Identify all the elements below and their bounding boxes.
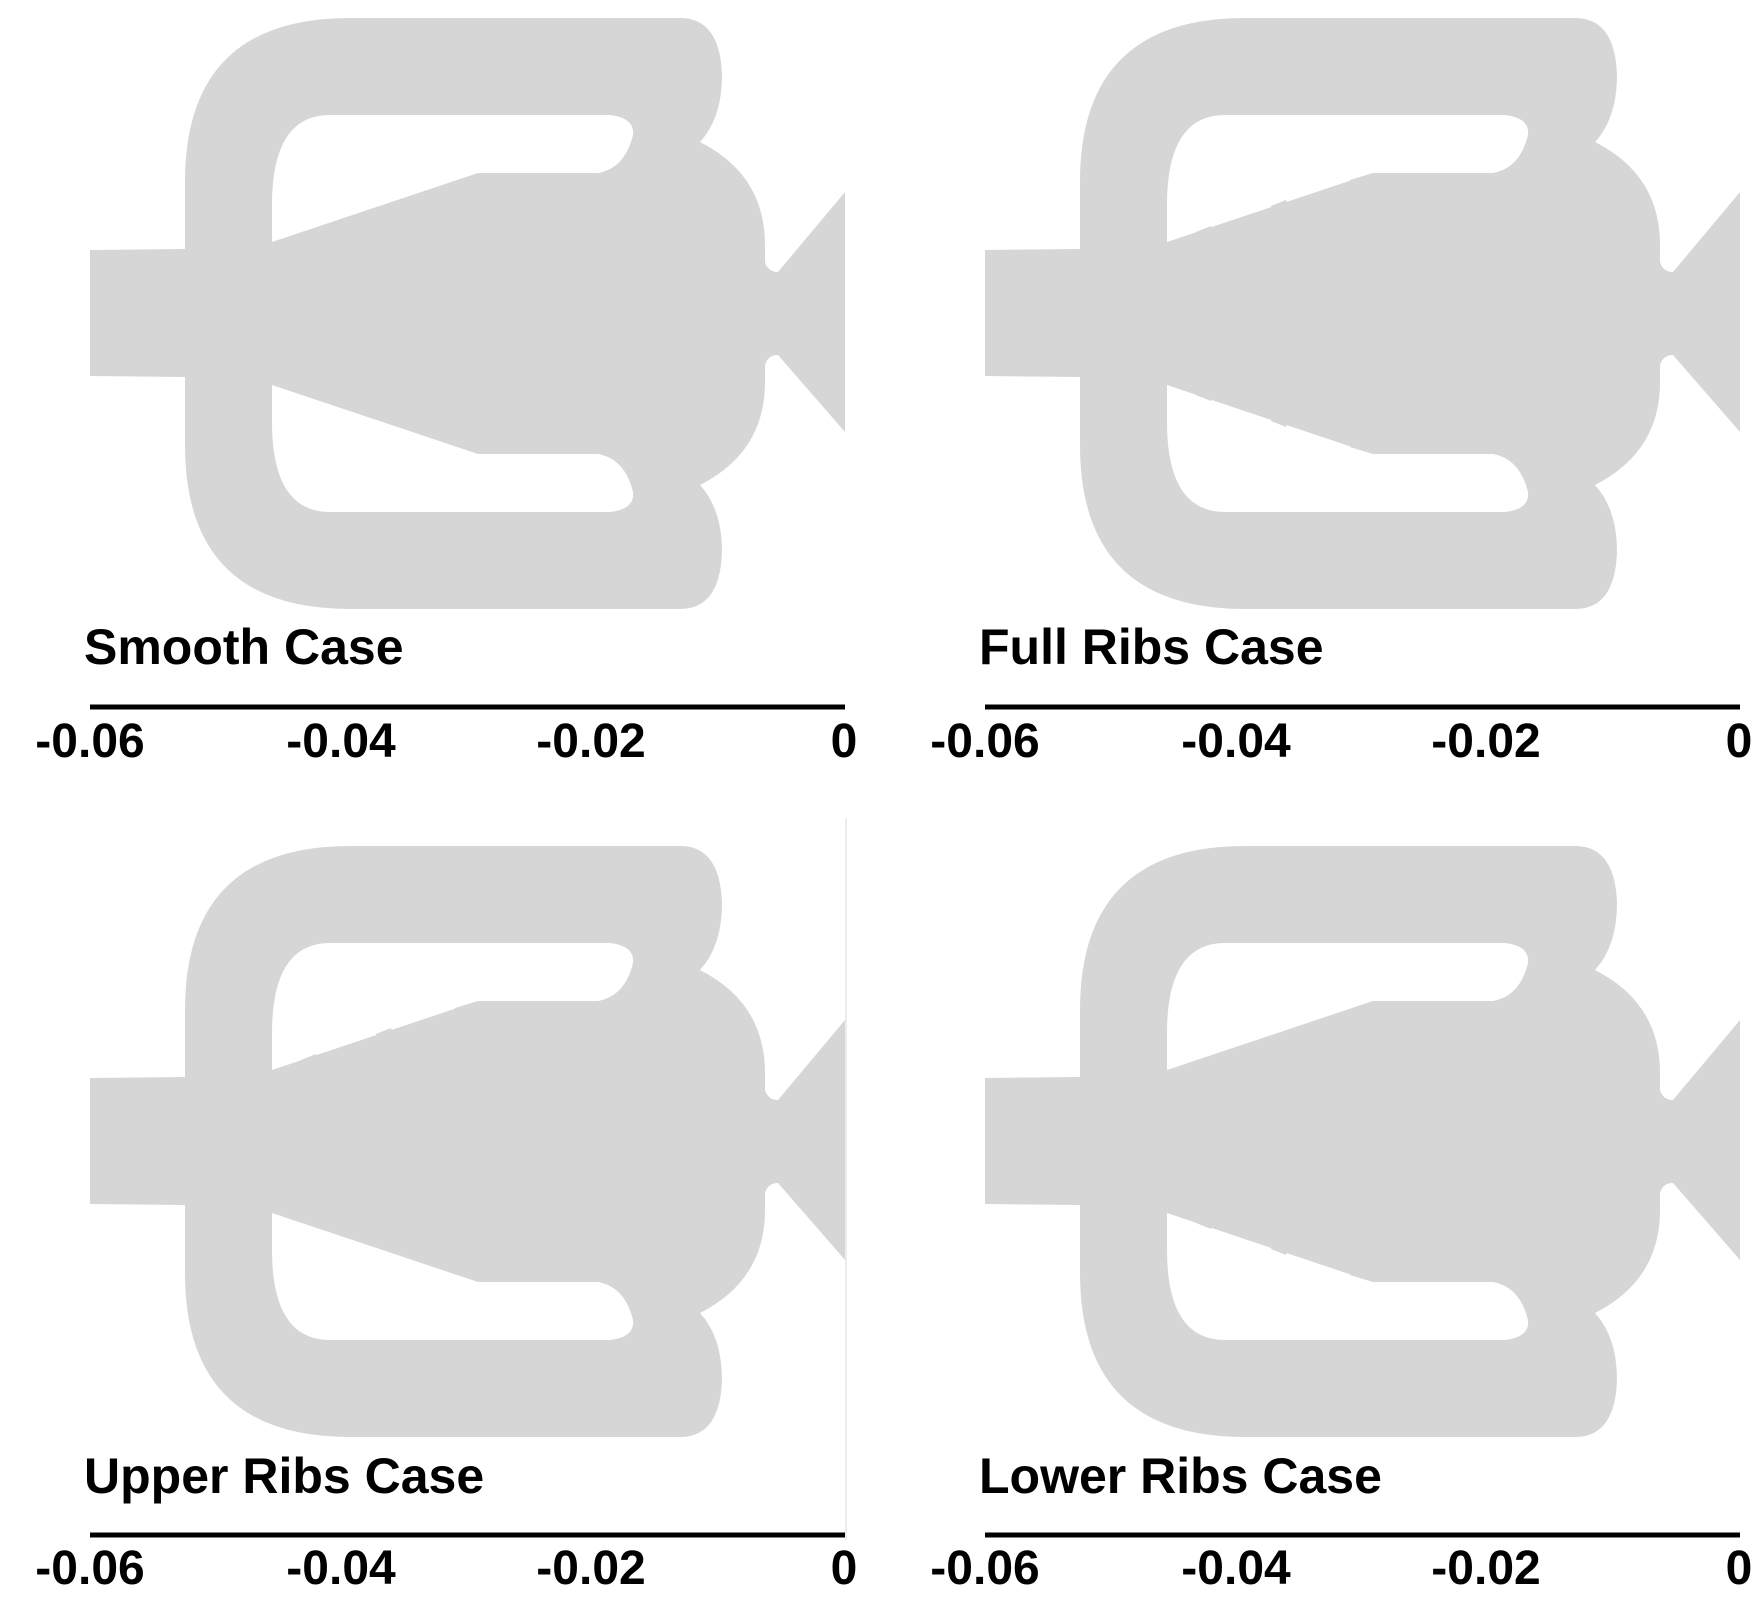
lower-rib-2 xyxy=(1271,1229,1293,1255)
panel3-tick-neg002: -0.02 xyxy=(536,1542,646,1595)
panel-title-smooth: Smooth Case xyxy=(84,619,404,675)
lower-rib-3 xyxy=(1350,429,1373,454)
panel4-tick-zero: 0 xyxy=(1725,1542,1753,1595)
cross-section-body xyxy=(985,18,1740,609)
upper-rib-3 xyxy=(455,1001,478,1026)
upper-rib-2 xyxy=(376,1028,398,1054)
lower-rib-3 xyxy=(1350,1257,1373,1282)
panel1-tick-zero: 0 xyxy=(830,715,858,768)
panel1-tick-neg006: -0.06 xyxy=(35,715,145,768)
panel1-tick-neg002: -0.02 xyxy=(536,715,646,768)
panel-title-upper-ribs: Upper Ribs Case xyxy=(84,1448,485,1504)
panel2-tick-neg006: -0.06 xyxy=(930,715,1040,768)
upper-rib-3 xyxy=(1350,173,1373,198)
lower-rib-2 xyxy=(1271,401,1293,427)
lower-rib-1 xyxy=(1196,1203,1217,1229)
panel2-tick-neg002: -0.02 xyxy=(1431,715,1541,768)
panel4-tick-neg006: -0.06 xyxy=(930,1542,1040,1595)
upper-rib-2 xyxy=(1271,200,1293,226)
cross-section-body xyxy=(90,18,845,609)
panel2-tick-zero: 0 xyxy=(1725,715,1753,768)
lower-rib-1 xyxy=(1196,375,1217,401)
upper-rib-4 xyxy=(537,1001,562,1026)
panel4-tick-neg002: -0.02 xyxy=(1431,1542,1541,1595)
panel3-tick-neg006: -0.06 xyxy=(35,1542,145,1595)
lower-rib-4 xyxy=(1432,1257,1457,1282)
upper-rib-1 xyxy=(1196,226,1217,252)
panel-smooth xyxy=(90,18,845,710)
panel4-tick-neg004: -0.04 xyxy=(1181,1542,1291,1595)
cross-section-body xyxy=(90,846,845,1437)
upper-rib-4 xyxy=(1432,173,1457,198)
panel-lower-ribs xyxy=(985,846,1740,1538)
panel2-tick-neg004: -0.04 xyxy=(1181,715,1291,768)
panel-title-lower-ribs: Lower Ribs Case xyxy=(979,1448,1382,1504)
cross-section-body xyxy=(985,846,1740,1437)
panel3-tick-neg004: -0.04 xyxy=(286,1542,396,1595)
lower-rib-4 xyxy=(1432,429,1457,454)
panel3-tick-zero: 0 xyxy=(830,1542,858,1595)
upper-rib-1 xyxy=(301,1054,322,1080)
panel1-tick-neg004: -0.04 xyxy=(286,715,396,768)
panel-upper-ribs xyxy=(90,846,845,1538)
panel-title-full-ribs: Full Ribs Case xyxy=(979,619,1324,675)
panel-full-ribs xyxy=(985,18,1740,710)
